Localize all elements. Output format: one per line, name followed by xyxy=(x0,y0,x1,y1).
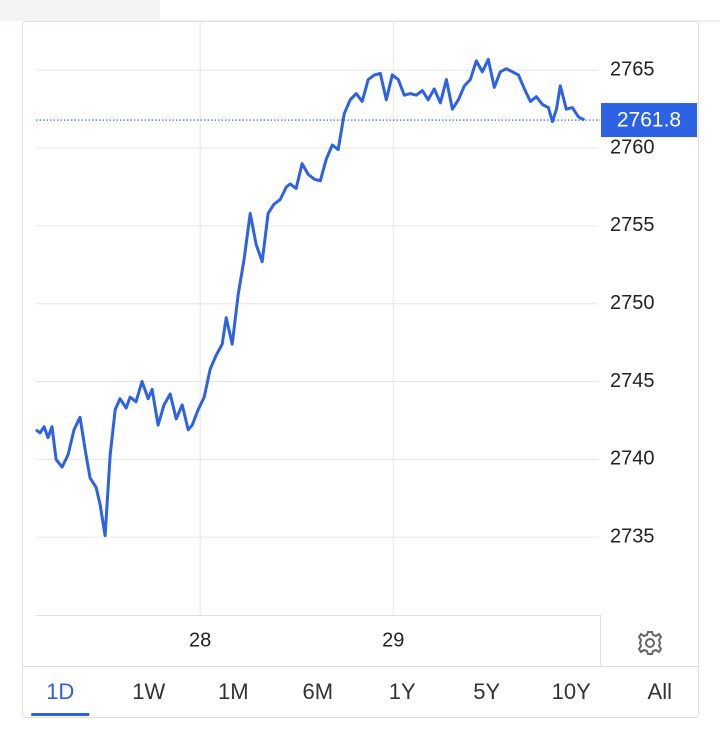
gear-hub xyxy=(645,638,655,648)
range-tab[interactable]: All xyxy=(648,679,672,704)
range-tab[interactable]: 1M xyxy=(218,679,249,704)
y-tick-label: 2740 xyxy=(610,448,655,470)
range-tab[interactable]: 6M xyxy=(302,679,333,704)
range-tab[interactable]: 5Y xyxy=(473,679,500,704)
y-tick-label: 2765 xyxy=(610,59,655,81)
range-tab[interactable]: 10Y xyxy=(552,679,591,704)
x-tick-label: 29 xyxy=(382,629,404,651)
range-tab[interactable]: 1D xyxy=(46,679,74,704)
range-tab[interactable]: 1Y xyxy=(389,679,416,704)
range-tab[interactable]: 1W xyxy=(132,679,165,704)
last-value-badge xyxy=(601,103,697,138)
tab-stub xyxy=(0,0,160,21)
range-tab-indicator xyxy=(31,713,90,716)
gear-outline xyxy=(637,631,663,655)
y-tick-label: 2735 xyxy=(610,525,655,547)
y-tick-label: 2755 xyxy=(610,214,655,236)
y-tick-label: 2745 xyxy=(610,370,655,392)
y-tick-label: 2750 xyxy=(610,292,655,314)
x-tick-label: 28 xyxy=(189,629,211,651)
last-value-label: 2761.8 xyxy=(617,109,681,132)
y-tick-label: 2760 xyxy=(610,136,655,158)
panel xyxy=(22,21,699,718)
settings-icon[interactable] xyxy=(637,631,663,655)
price-line xyxy=(35,57,586,538)
